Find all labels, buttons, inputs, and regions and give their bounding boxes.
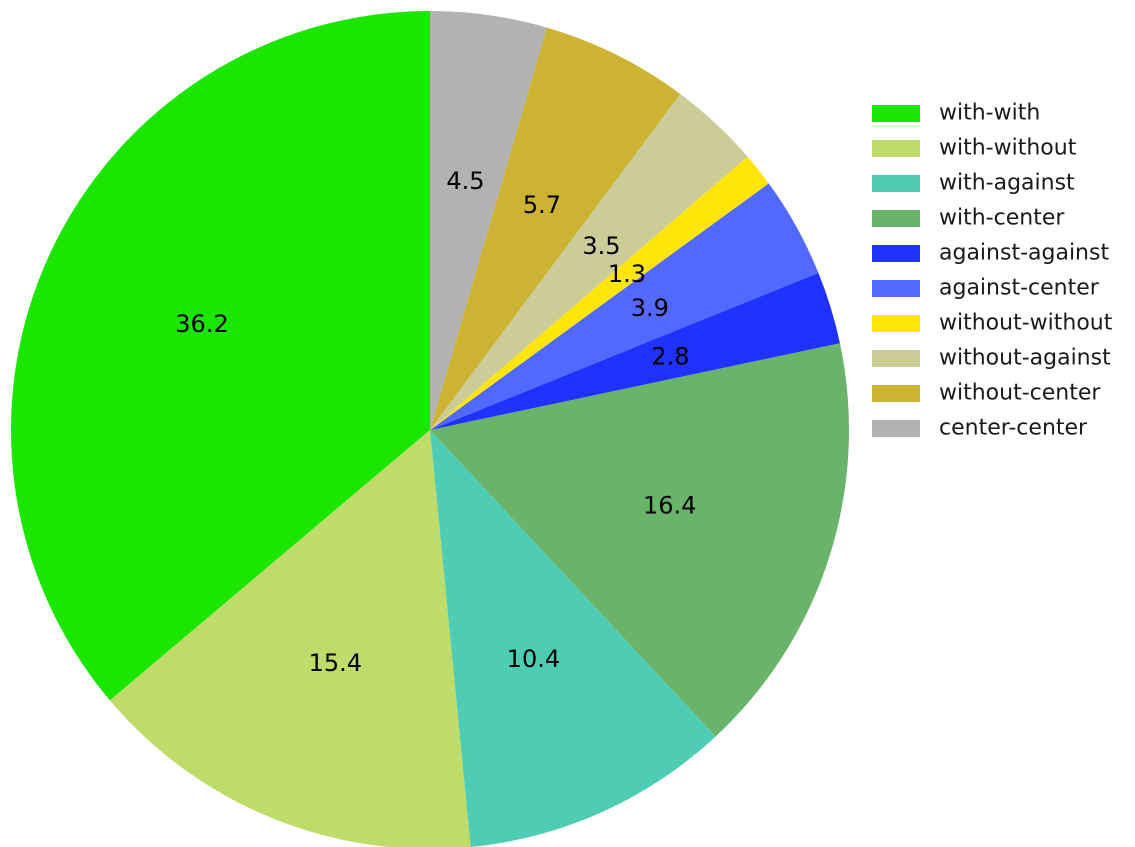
slice-label-with-without: 15.4 [309, 649, 362, 677]
slice-label-with-against: 10.4 [507, 645, 560, 673]
slice-label-without-without: 1.3 [608, 260, 646, 288]
pie-slice-without-without [430, 156, 769, 431]
slice-label-against-center: 3.9 [631, 294, 669, 322]
pie-slice-against-center [430, 183, 819, 430]
slice-label-center-center: 4.5 [446, 167, 484, 195]
legend-swatch-without-against [872, 350, 920, 367]
slice-label-with-center: 16.4 [643, 492, 696, 520]
legend-label-without-center: without-center [939, 381, 1101, 406]
legend-swatch-with-against [872, 175, 920, 192]
legend-swatch-without-without [872, 315, 920, 332]
pie-labels: 36.2 15.4 10.4 16.4 2.8 3.9 1.33.5 5.7 4.5 [175, 167, 696, 677]
pie-slice-with-center [430, 343, 850, 737]
legend: with-with with-without with-against with-ce… [872, 101, 1113, 441]
pie-slice-center-center [430, 10, 547, 430]
legend-swatch-with-center [872, 210, 920, 227]
pie-slices [10, 10, 850, 847]
slice-label-without-against: 3.5 [582, 232, 620, 260]
legend-swatch-against-against [872, 245, 920, 262]
legend-label-with-center: with-center [939, 206, 1065, 231]
legend-label-with-against: with-against [939, 171, 1075, 196]
slice-label-against-against: 2.8 [651, 343, 689, 371]
legend-label-center-center: center-center [939, 416, 1088, 441]
legend-label-against-center: against-center [939, 276, 1100, 301]
legend-swatch-against-center [872, 280, 920, 297]
legend-label-against-against: against-against [939, 241, 1109, 266]
slice-label-without-center: 5.7 [523, 191, 561, 219]
legend-swatch-center-center [872, 420, 920, 437]
legend-swatch-with-with [872, 105, 920, 122]
pie-slice-with-with [10, 11, 430, 701]
pie-slice-with-against [430, 430, 716, 847]
pie-slice-against-against [430, 272, 840, 430]
pie-slice-with-without [109, 430, 471, 847]
legend-swatch-without-center [872, 385, 920, 402]
legend-label-without-without: without-without [939, 311, 1113, 336]
pie-slice-without-center [430, 27, 681, 430]
pie-slice-without-against [430, 93, 748, 430]
legend-label-with-with: with-with [939, 101, 1040, 126]
slice-label-with-with: 36.2 [175, 310, 228, 338]
legend-swatch-with-without [872, 140, 920, 157]
legend-label-without-against: without-against [939, 346, 1111, 371]
legend-label-with-without: with-without [939, 136, 1077, 161]
